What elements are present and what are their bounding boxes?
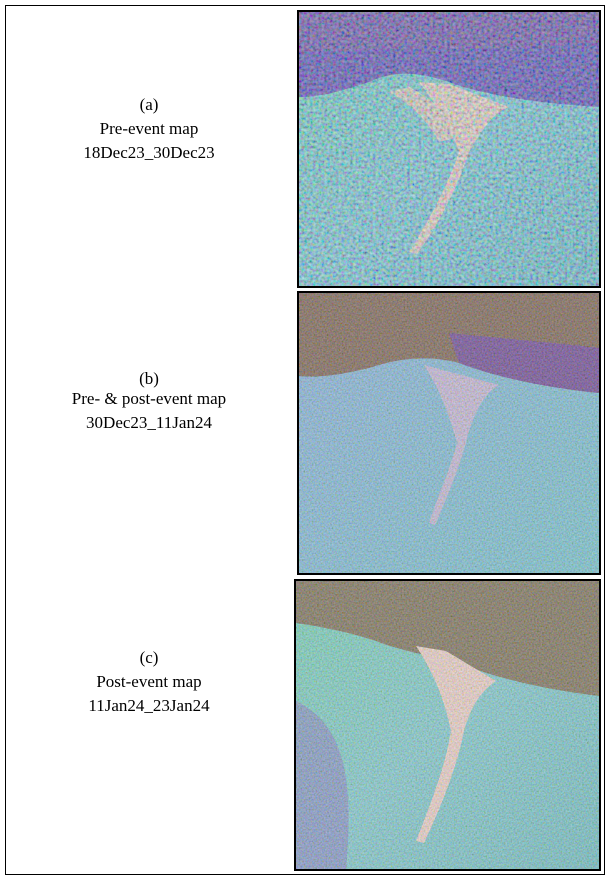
- panel-title: Post-event map: [8, 670, 290, 694]
- panel-label: (a): [8, 93, 290, 117]
- caption-c: (c) Post-event map 11Jan24_23Jan24: [8, 646, 290, 718]
- panel-title: Pre- & post-event map: [8, 387, 290, 411]
- panel-dates: 18Dec23_30Dec23: [8, 141, 290, 165]
- panel-label: (b): [8, 371, 290, 387]
- map-image-b: [297, 291, 601, 575]
- panel-label: (c): [8, 646, 290, 670]
- map-image-a: [297, 10, 601, 288]
- panel-dates: 11Jan24_23Jan24: [8, 694, 290, 718]
- panel-dates: 30Dec23_11Jan24: [8, 411, 290, 435]
- caption-b: (b) Pre- & post-event map 30Dec23_11Jan2…: [8, 371, 290, 451]
- map-image-c: [294, 579, 601, 871]
- panel-title: Pre-event map: [8, 117, 290, 141]
- caption-a: (a) Pre-event map 18Dec23_30Dec23: [8, 93, 290, 165]
